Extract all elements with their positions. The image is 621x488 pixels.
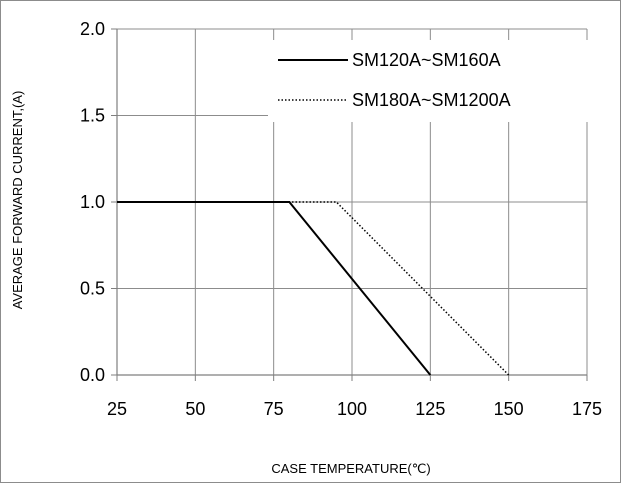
y-tick-label-2: 1.0 — [80, 192, 105, 212]
y-axis-title: AVERAGE FORWARD CURRENT,(A) — [10, 91, 25, 310]
legend-label-series-1: SM120A~SM160A — [352, 50, 501, 70]
x-tick-label-0: 25 — [107, 399, 127, 419]
x-tick-label-6: 175 — [572, 399, 602, 419]
x-tick-label-2: 75 — [264, 399, 284, 419]
series-group — [117, 201, 510, 376]
y-tick-label-1: 0.5 — [80, 279, 105, 299]
tick-labels: 25 50 75 100 125 150 175 0.0 0.5 1.0 1.5 2.0 — [80, 19, 602, 419]
legend-label-series-2: SM180A~SM1200A — [352, 90, 511, 110]
x-tick-label-1: 50 — [185, 399, 205, 419]
x-tick-label-5: 150 — [494, 399, 524, 419]
y-tick-label-0: 0.0 — [80, 365, 105, 385]
y-tick-label-4: 2.0 — [80, 19, 105, 39]
x-tick-label-4: 125 — [415, 399, 445, 419]
legend-background — [268, 40, 588, 122]
x-axis-title: CASE TEMPERATURE(℃) — [271, 461, 430, 476]
y-tick-label-3: 1.5 — [80, 106, 105, 126]
legend: SM120A~SM160A SM180A~SM1200A — [268, 40, 588, 122]
series-line-2 — [117, 201, 510, 376]
x-tick-label-3: 100 — [337, 399, 367, 419]
